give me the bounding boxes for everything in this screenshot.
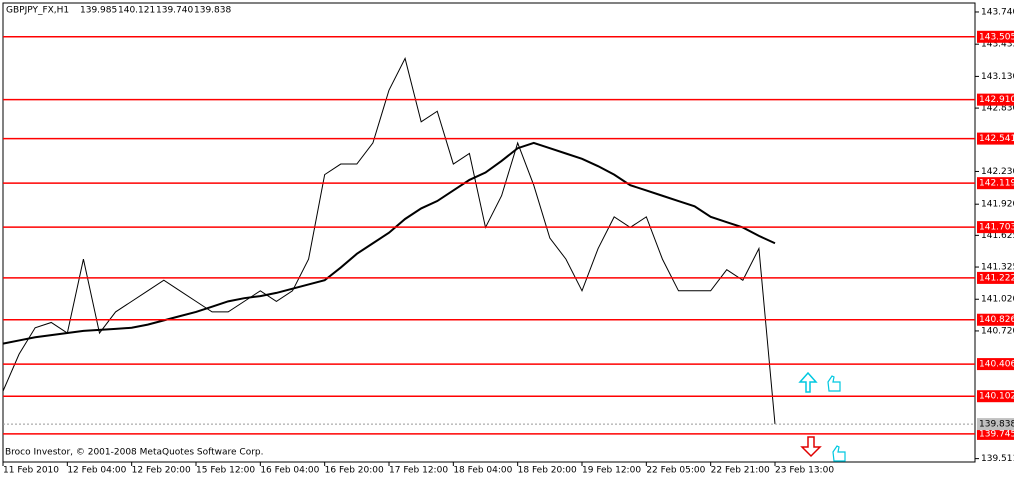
y-tick-label: 141.920 bbox=[981, 200, 1014, 210]
x-tick-label: 19 Feb 12:00 bbox=[582, 466, 641, 476]
x-tick-label: 22 Feb 21:00 bbox=[711, 466, 770, 476]
up-arrow bbox=[798, 371, 818, 393]
x-tick-label: 15 Feb 12:00 bbox=[196, 466, 255, 476]
thumb-icon bbox=[832, 445, 846, 462]
price-line bbox=[2, 57, 776, 425]
x-tick-label: 18 Feb 04:00 bbox=[453, 466, 512, 476]
down-arrow bbox=[800, 436, 822, 458]
level-label: 142.910 bbox=[979, 95, 1014, 105]
y-tick-label: 143.130 bbox=[981, 72, 1014, 82]
current-price-label: 139.838 bbox=[979, 420, 1014, 430]
header-value: 139.985 bbox=[80, 6, 117, 16]
current-price-box bbox=[977, 418, 1014, 431]
level-box bbox=[977, 271, 1014, 284]
x-tick-label: 12 Feb 20:00 bbox=[132, 466, 191, 476]
chart-symbol: GBPJPY_FX,H1 bbox=[6, 6, 69, 16]
moving-average bbox=[2, 141, 776, 345]
x-tick-label: 12 Feb 04:00 bbox=[67, 466, 126, 476]
header-value: 140.121 bbox=[118, 6, 155, 16]
header-value: 139.838 bbox=[194, 6, 231, 16]
level-box bbox=[977, 177, 1014, 190]
y-tick-label: 143.740 bbox=[981, 7, 1014, 17]
header-value: 139.740 bbox=[156, 6, 193, 16]
level-label: 141.222 bbox=[979, 273, 1014, 283]
y-tick-label: 143.435 bbox=[981, 40, 1014, 50]
x-tick-label: 18 Feb 20:00 bbox=[518, 466, 577, 476]
level-box bbox=[977, 390, 1014, 403]
level-label: 141.703 bbox=[979, 223, 1014, 233]
level-box bbox=[977, 30, 1014, 43]
y-tick-label: 140.720 bbox=[981, 326, 1014, 336]
y-tick-label: 141.325 bbox=[981, 263, 1014, 273]
level-label: 142.119 bbox=[979, 179, 1014, 189]
x-tick-label: 16 Feb 20:00 bbox=[325, 466, 384, 476]
level-label: 143.505 bbox=[979, 32, 1014, 42]
level-label: 140.406 bbox=[979, 360, 1014, 370]
level-box bbox=[977, 132, 1014, 145]
level-label: 140.826 bbox=[979, 315, 1014, 325]
y-tick-label: 142.230 bbox=[981, 167, 1014, 177]
x-tick-label: 11 Feb 2010 bbox=[3, 466, 59, 476]
level-box bbox=[977, 93, 1014, 106]
signal-icons bbox=[798, 371, 846, 462]
x-tick-label: 22 Feb 05:00 bbox=[646, 466, 705, 476]
x-tick-label: 17 Feb 12:00 bbox=[389, 466, 448, 476]
y-tick-label: 141.020 bbox=[981, 295, 1014, 305]
y-tick-label: 139.511 bbox=[981, 454, 1014, 464]
level-box bbox=[977, 313, 1014, 326]
level-box bbox=[977, 427, 1014, 440]
thumb-icon bbox=[827, 375, 841, 392]
plot-frame bbox=[2, 2, 976, 463]
level-box bbox=[977, 221, 1014, 234]
y-tick-label: 142.830 bbox=[981, 104, 1014, 114]
x-tick-label: 23 Feb 13:00 bbox=[775, 466, 834, 476]
level-box bbox=[977, 358, 1014, 371]
level-label: 142.541 bbox=[979, 134, 1014, 144]
level-label: 139.745 bbox=[979, 429, 1014, 439]
footer: Broco Investor, © 2001-2008 MetaQuotes S… bbox=[5, 448, 264, 458]
x-tick-label: 16 Feb 04:00 bbox=[260, 466, 319, 476]
y-tick-label: 141.625 bbox=[981, 231, 1014, 241]
level-label: 140.102 bbox=[979, 392, 1014, 402]
